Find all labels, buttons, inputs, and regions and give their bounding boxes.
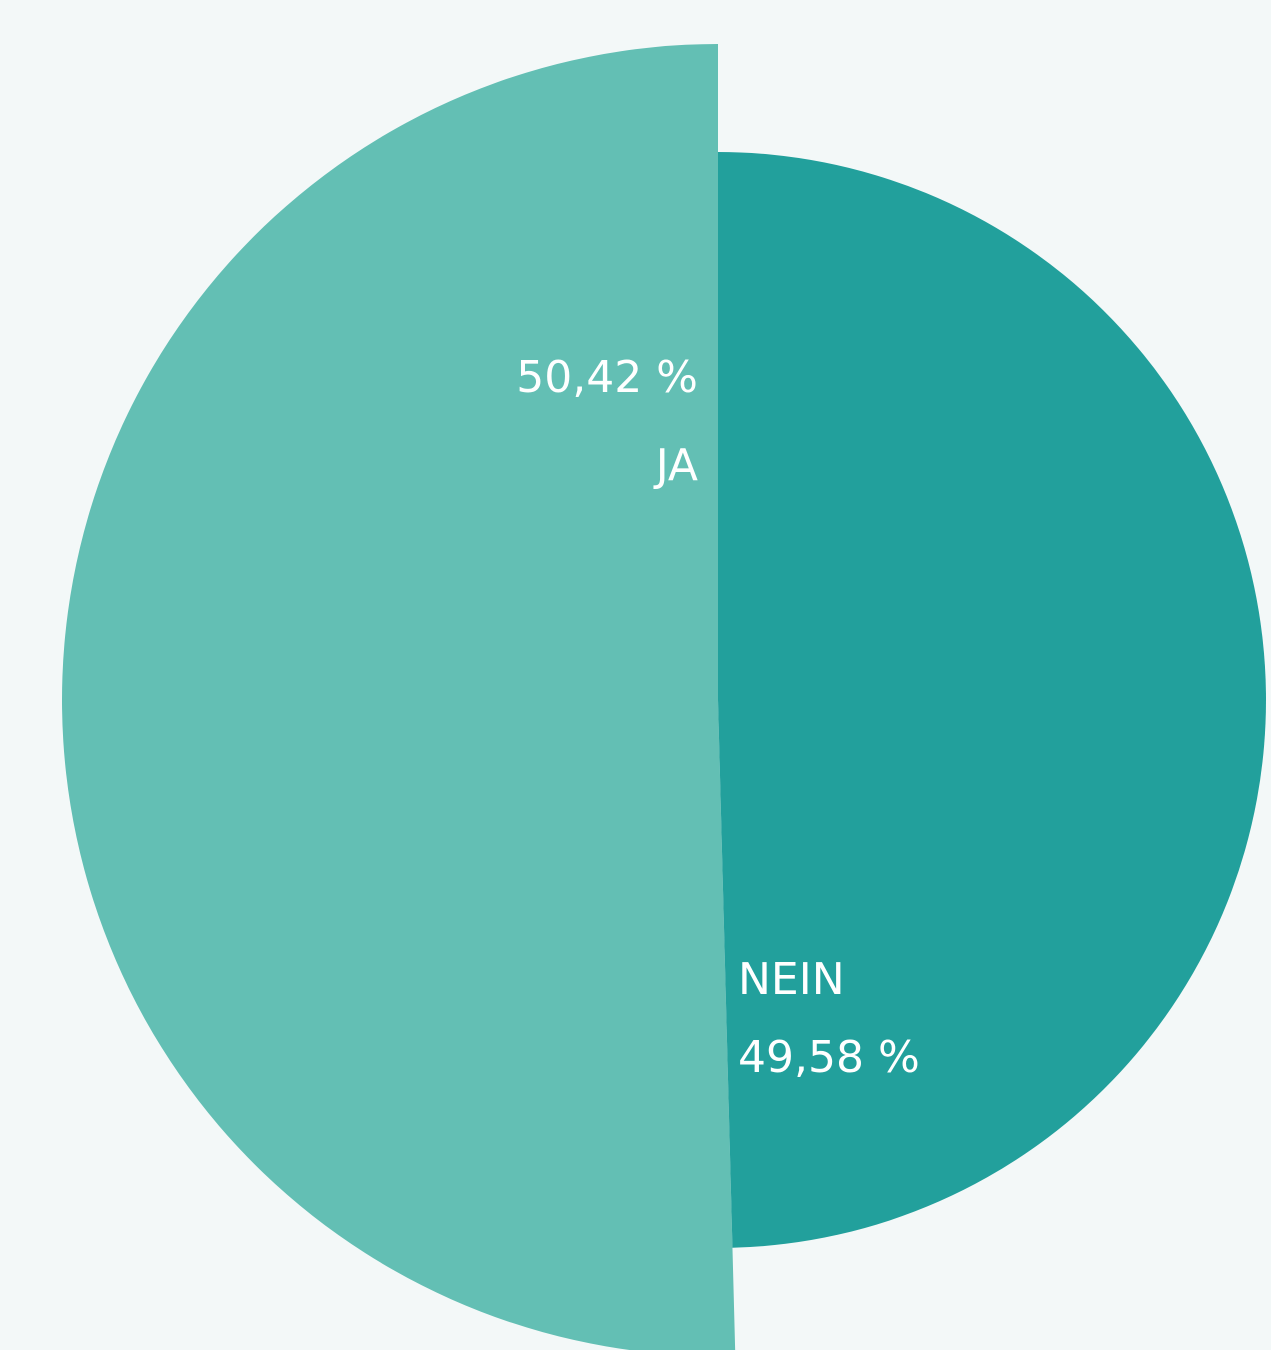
slice-name-label: JA <box>653 440 698 491</box>
pie-slice <box>61 44 736 1350</box>
slice-name-label: NEIN <box>738 954 845 1005</box>
pie-slice <box>718 152 1266 1248</box>
slice-value-label: 49,58 % <box>738 1032 920 1083</box>
slice-value-label: 50,42 % <box>516 352 698 403</box>
